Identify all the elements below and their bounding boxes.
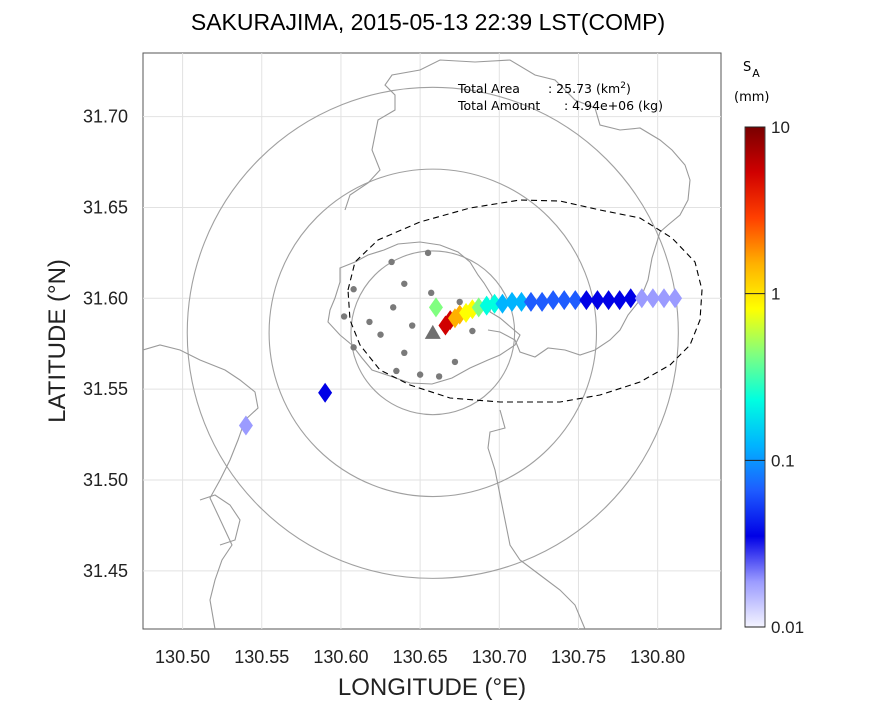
- station-point: [350, 286, 357, 293]
- plot-area: [142, 52, 722, 630]
- deposit-cell: [568, 290, 583, 311]
- total-area-annotation: Total Area : 25.73 (km2): [457, 81, 631, 96]
- deposit-cell: [495, 293, 510, 314]
- station-point: [409, 322, 416, 329]
- deposit-boundary: [347, 199, 703, 403]
- station-point: [428, 289, 435, 297]
- deposit-cell: [318, 382, 333, 403]
- x-axis-ticks: 130.50 130.55 130.60 130.65 130.70 130.75 130.…: [155, 647, 685, 667]
- colorbar-symbol: SA: [743, 60, 760, 80]
- colorbar-ticks: 10 1 0.1 0.01: [745, 118, 804, 637]
- deposit-cell: [668, 288, 683, 309]
- total-amount-label: Total Amount: [457, 98, 540, 113]
- total-amount-annotation: Total Amount : 4.94e+06 (kg): [457, 98, 663, 113]
- ash-deposit-field: [238, 288, 683, 436]
- range-ring: [350, 250, 516, 416]
- deposit-cell: [428, 297, 443, 318]
- colorbar: SA (mm) 10 1 0.1 0.01: [734, 60, 804, 637]
- station-point: [390, 304, 397, 311]
- x-tick-label: 130.60: [313, 647, 368, 667]
- station-point: [340, 313, 348, 320]
- range-ring: [268, 168, 598, 498]
- y-axis-ticks: 31.70 31.65 31.60 31.55 31.50 31.45: [83, 107, 128, 581]
- station-point: [393, 367, 400, 375]
- coastline: [143, 59, 691, 629]
- y-axis-label: LATITUDE (°N): [44, 259, 71, 423]
- total-area-label: Total Area: [457, 81, 520, 96]
- station-point: [366, 318, 373, 326]
- coastline-west: [143, 344, 259, 629]
- volcano-vent-marker: [424, 324, 441, 339]
- x-tick-label: 130.75: [551, 647, 606, 667]
- y-tick-label: 31.70: [83, 107, 128, 127]
- deposit-cell: [504, 291, 519, 312]
- station-point: [401, 349, 408, 357]
- colorbar-tick-label: 0.1: [771, 451, 795, 470]
- x-tick-label: 130.65: [393, 647, 448, 667]
- deposit-cell: [579, 290, 594, 311]
- station-point: [416, 371, 424, 378]
- deposit-cell: [557, 290, 572, 311]
- observation-stations: [340, 249, 476, 380]
- station-point: [469, 327, 476, 335]
- station-point: [456, 298, 463, 306]
- range-rings: [186, 86, 679, 579]
- deposit-cell: [238, 415, 253, 436]
- x-axis-label: LONGITUDE (°E): [338, 674, 526, 701]
- y-tick-label: 31.55: [83, 379, 128, 399]
- station-point: [377, 331, 384, 338]
- deposit-cell: [487, 293, 502, 314]
- coastline-north: [344, 59, 691, 358]
- x-tick-label: 130.50: [155, 647, 210, 667]
- total-area-value: : 25.73 (km2): [548, 81, 631, 96]
- y-tick-label: 31.65: [83, 197, 128, 217]
- y-tick-label: 31.60: [83, 288, 128, 308]
- x-tick-label: 130.80: [630, 647, 685, 667]
- deposit-cell: [514, 291, 529, 312]
- deposit-cell: [546, 290, 561, 311]
- colorbar-tick-label: 1: [771, 285, 780, 304]
- deposit-cell: [535, 291, 550, 312]
- range-ring: [186, 86, 679, 579]
- station-point: [401, 280, 408, 287]
- colorbar-unit: (mm): [734, 90, 769, 105]
- coastline-bay-east: [487, 409, 586, 629]
- deposit-cell: [623, 288, 638, 309]
- station-point: [388, 258, 395, 266]
- station-point: [435, 373, 443, 380]
- deposit-cell: [656, 288, 671, 309]
- coastline-inlet: [199, 494, 241, 546]
- total-amount-value: : 4.94e+06 (kg): [564, 98, 663, 113]
- station-point: [451, 358, 459, 366]
- deposit-cell: [601, 290, 616, 311]
- deposit-cell: [523, 291, 538, 312]
- coastline-sakurajima: [327, 241, 521, 385]
- deposit-cell: [645, 288, 660, 309]
- colorbar-scale: [744, 126, 766, 628]
- y-tick-label: 31.50: [83, 470, 128, 490]
- vent-triangle: [424, 324, 441, 339]
- deposit-cell: [634, 288, 649, 309]
- x-tick-label: 130.70: [472, 647, 527, 667]
- chart-title: SAKURAJIMA, 2015-05-13 22:39 LST(COMP): [191, 9, 665, 35]
- deposit-cell: [612, 290, 627, 311]
- station-point: [350, 344, 357, 351]
- station-point: [424, 249, 432, 257]
- x-tick-label: 130.55: [234, 647, 289, 667]
- colorbar-tick-label: 0.01: [771, 618, 804, 637]
- colorbar-tick-label: 10: [771, 118, 790, 137]
- deposit-cell: [590, 290, 605, 311]
- y-tick-label: 31.45: [83, 561, 128, 581]
